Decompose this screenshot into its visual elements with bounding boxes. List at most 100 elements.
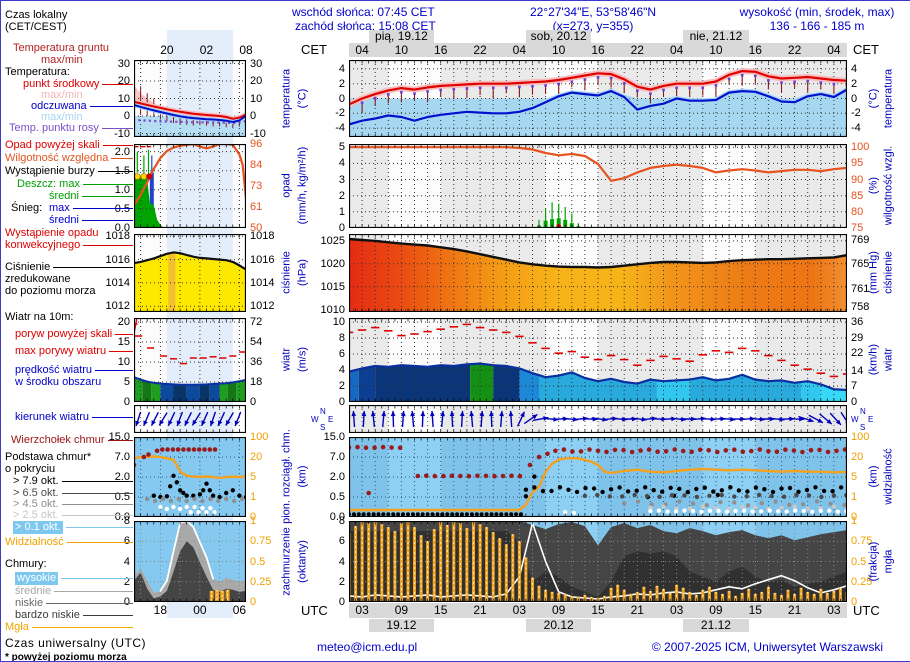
legend-pressure-3: do poziomu morza — [5, 285, 96, 298]
axis-tick: 1014 — [90, 277, 130, 290]
axis-tick: 10 — [90, 93, 130, 106]
axis-tick: -2 — [851, 107, 861, 120]
main-wind-direction-strip — [349, 405, 847, 433]
legend-leader — [62, 493, 133, 494]
compass-E: E — [328, 413, 333, 426]
mini-wind-direction-strip — [134, 405, 246, 433]
contact-email-link[interactable]: meteo@icm.edu.pl — [317, 641, 417, 654]
main-wind-chart — [349, 318, 847, 402]
axis-tick: 85 — [851, 190, 863, 203]
legend-leader — [102, 84, 133, 85]
axis-tick: 4 — [851, 63, 857, 76]
legend-leader — [111, 158, 133, 159]
mini-cloudbase-visibility-chart — [134, 437, 246, 517]
utc-tick: 03 — [509, 604, 529, 617]
axis-tick: 1016 — [90, 254, 130, 267]
cet-tick: 16 — [745, 44, 765, 57]
legend-conv-2: konwekcyjnego — [5, 239, 80, 252]
utc-tick: 21 — [785, 604, 805, 617]
mini-precipitation-chart — [134, 144, 246, 228]
axis-tick: 0 — [250, 396, 256, 409]
axis-tick: 0.5 — [250, 556, 265, 569]
legend-leader — [83, 184, 133, 185]
main-temperature-chart — [349, 60, 847, 137]
axis-tick: 1012 — [250, 300, 274, 313]
axis-tick: 1.0 — [90, 184, 130, 197]
legend-leader — [73, 208, 133, 209]
axis-tick: 20 — [250, 451, 262, 464]
day-label-utc: 20.12 — [514, 619, 604, 632]
cet-tick: 22 — [785, 44, 805, 57]
axis-tick: 0 — [250, 110, 256, 123]
legend-snow-avg: średni — [49, 214, 79, 227]
axis-tick: 80 — [851, 206, 863, 219]
axis-tick: 1 — [250, 491, 256, 504]
legend-fog: Mgła — [5, 621, 29, 634]
legend-snow-label: Śnieg: — [11, 202, 42, 215]
utc-tick: 03 — [824, 604, 844, 617]
legend-leader — [62, 481, 133, 482]
axis-tick: 5 — [250, 471, 256, 484]
utc-tick: 03 — [352, 604, 372, 617]
axis-tick: 1014 — [250, 277, 274, 290]
mini-cet-tick: 20 — [157, 44, 177, 57]
axis-tick: 0 — [90, 396, 130, 409]
cet-tick: 04 — [352, 44, 372, 57]
main-pressure-chart — [349, 234, 847, 312]
legend-leader — [102, 128, 133, 129]
mini-cet-tick: 08 — [236, 44, 256, 57]
axis-tick: 0 — [250, 596, 256, 609]
utc-tick: 15 — [745, 604, 765, 617]
legend-leader — [46, 603, 133, 604]
legend-leader — [62, 515, 133, 516]
main-cloudcover-fog-chart — [349, 521, 847, 602]
axis-tick: 0 — [851, 396, 857, 409]
legend-gust-over: poryw powyżej skali — [15, 328, 112, 341]
axis-tick: -4 — [851, 122, 861, 135]
legend-leader — [83, 245, 133, 246]
axis-tick: 100 — [250, 431, 268, 444]
legend-gust-max: max porywy wiatru — [15, 345, 106, 358]
legend-leader — [83, 615, 133, 616]
legend-leader — [108, 440, 133, 441]
axis-tick: 1018 — [250, 230, 274, 243]
compass-W: W — [851, 413, 859, 426]
altitude-label: wysokość (min, środek, max) — [727, 6, 907, 19]
day-label-utc: 21.12 — [671, 619, 761, 632]
mini-cet-tick: 02 — [196, 44, 216, 57]
legend-leader — [95, 370, 133, 371]
compass-N: N — [860, 405, 866, 418]
mini-temperature-chart — [134, 60, 246, 137]
legend-wind-dir: kierunek wiatru — [15, 411, 89, 424]
legend-wind-speed-2: w środku obszaru — [15, 376, 101, 389]
compass-W: W — [311, 413, 319, 426]
axis-tick: 36 — [250, 356, 262, 369]
axis-tick: 10 — [250, 93, 262, 106]
axis-tick: 20 — [250, 75, 262, 88]
main-cloudbase-visibility-chart — [349, 437, 847, 517]
legend-leader — [82, 220, 133, 221]
legend-dewpoint: Temp. punktu rosy — [9, 122, 99, 135]
axis-title: zachmurzenie — [281, 491, 294, 631]
legend-cloud-top: Wierzchołek chmur — [11, 434, 105, 447]
axis-tick: 1012 — [90, 300, 130, 313]
legend-humidity: Wilgotność względna — [5, 152, 108, 165]
utc-tick: 09 — [706, 604, 726, 617]
axis-tick: 0.25 — [250, 576, 271, 589]
day-label-cet: sob, 20.12 — [514, 30, 604, 43]
footnote-text: * powyżej poziomu morza — [5, 651, 127, 662]
legend-leader — [92, 417, 133, 418]
cet-tick: 10 — [706, 44, 726, 57]
axis-title-unit: (frakcja) — [868, 491, 881, 631]
legend-leader — [61, 578, 133, 579]
cet-tick: 22 — [627, 44, 647, 57]
axis-tick: 84 — [250, 159, 262, 172]
cet-tick: 16 — [588, 44, 608, 57]
mini-cloudcover-fog-chart — [134, 521, 246, 602]
axis-tick: 61 — [250, 201, 262, 214]
legend-storm: Wystąpienie burzy — [5, 165, 95, 178]
axis-tick: 90 — [851, 174, 863, 187]
axis-tick: 29 — [851, 332, 863, 345]
axis-tick: 0.75 — [250, 535, 271, 548]
coordinates-text: 22°27'34"E, 53°58'46"N — [493, 6, 693, 19]
